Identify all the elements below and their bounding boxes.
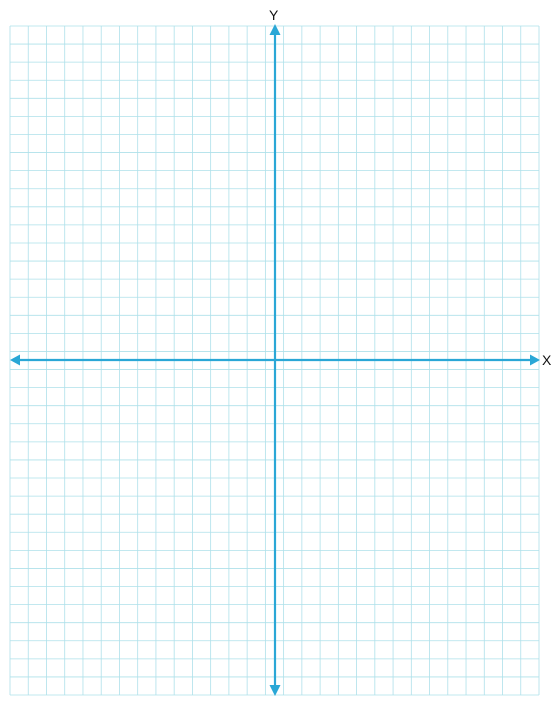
y-axis-label: Y xyxy=(269,7,279,23)
x-axis-right-arrow xyxy=(530,354,540,366)
y-axis xyxy=(269,24,281,696)
y-axis-down-arrow xyxy=(269,685,281,696)
y-axis-up-arrow xyxy=(269,24,281,35)
x-axis-left-arrow xyxy=(10,354,20,366)
x-axis-label: X xyxy=(542,352,552,368)
